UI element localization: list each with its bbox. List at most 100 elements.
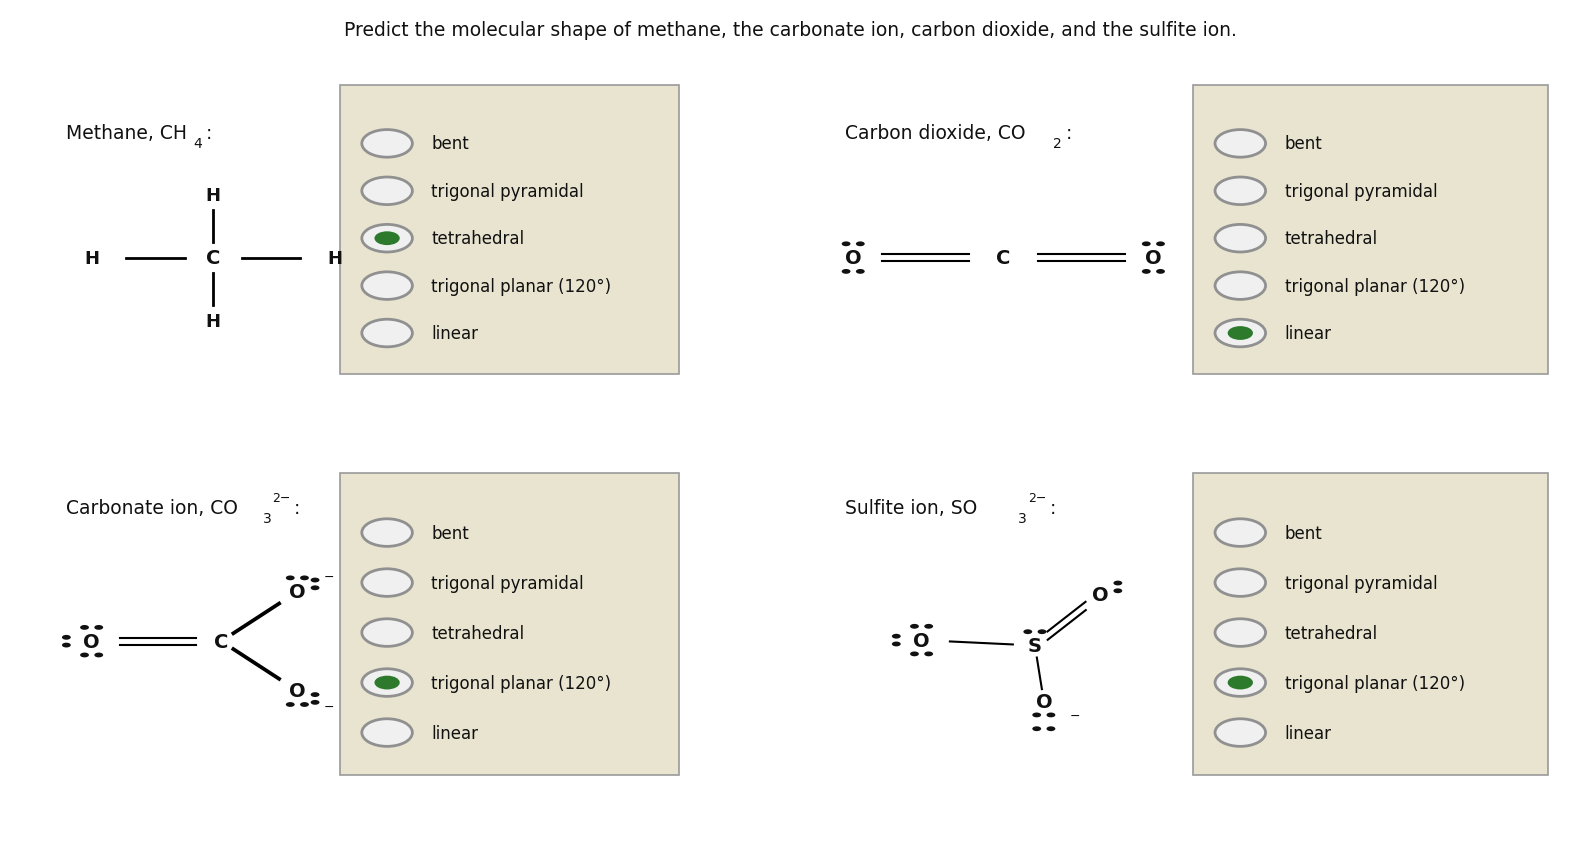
Text: −: − [324, 570, 335, 583]
Circle shape [1215, 519, 1266, 547]
Circle shape [842, 269, 850, 275]
Text: trigonal pyramidal: trigonal pyramidal [431, 183, 585, 201]
Circle shape [856, 242, 864, 247]
Text: linear: linear [431, 724, 479, 741]
Text: bent: bent [431, 135, 469, 153]
Circle shape [95, 653, 103, 658]
Circle shape [311, 578, 319, 583]
Circle shape [362, 519, 412, 547]
Circle shape [300, 703, 310, 707]
Circle shape [842, 242, 850, 247]
Text: trigonal pyramidal: trigonal pyramidal [1285, 183, 1438, 201]
Circle shape [910, 652, 920, 657]
Circle shape [362, 225, 412, 253]
Circle shape [1215, 225, 1266, 253]
Text: O: O [84, 632, 100, 651]
Text: H: H [327, 250, 343, 267]
Circle shape [1215, 273, 1266, 300]
Circle shape [891, 641, 901, 647]
Circle shape [891, 634, 901, 639]
Text: trigonal planar (120°): trigonal planar (120°) [431, 674, 611, 691]
Circle shape [362, 569, 412, 597]
Circle shape [1114, 581, 1122, 585]
Circle shape [1142, 269, 1150, 275]
Text: C: C [213, 632, 229, 651]
Text: tetrahedral: tetrahedral [431, 624, 525, 641]
Circle shape [1215, 569, 1266, 597]
Text: C: C [995, 249, 1011, 268]
Circle shape [1046, 727, 1055, 731]
Circle shape [81, 625, 88, 630]
Text: :: : [1051, 499, 1057, 517]
Circle shape [286, 576, 295, 580]
Circle shape [374, 232, 400, 246]
Text: O: O [845, 249, 861, 268]
Circle shape [62, 635, 71, 640]
Text: −: − [1070, 709, 1081, 722]
Text: S: S [1029, 636, 1041, 655]
Text: H: H [84, 250, 100, 267]
FancyBboxPatch shape [1193, 474, 1548, 775]
Text: −: − [324, 700, 335, 713]
Circle shape [95, 625, 103, 630]
Circle shape [374, 676, 400, 690]
Text: O: O [289, 681, 305, 700]
Text: H: H [205, 187, 221, 204]
Circle shape [362, 273, 412, 300]
FancyBboxPatch shape [340, 86, 679, 375]
Text: Carbonate ion, CO: Carbonate ion, CO [66, 499, 239, 517]
Circle shape [81, 653, 88, 658]
Text: 2−: 2− [272, 491, 291, 505]
Text: O: O [913, 631, 931, 650]
Circle shape [1142, 242, 1150, 247]
Circle shape [1024, 629, 1032, 635]
Text: bent: bent [431, 524, 469, 542]
Text: C: C [205, 249, 221, 268]
Circle shape [1215, 619, 1266, 647]
FancyBboxPatch shape [340, 474, 679, 775]
Circle shape [362, 319, 412, 348]
Text: bent: bent [1285, 524, 1322, 542]
Circle shape [910, 624, 920, 629]
Text: 3: 3 [1019, 511, 1027, 525]
Text: Methane, CH: Methane, CH [66, 124, 188, 143]
Circle shape [311, 585, 319, 591]
Circle shape [311, 700, 319, 705]
Text: linear: linear [431, 325, 479, 343]
Circle shape [1215, 719, 1266, 746]
Circle shape [1228, 327, 1253, 340]
Text: 3: 3 [262, 511, 272, 525]
Circle shape [362, 178, 412, 206]
Circle shape [1114, 589, 1122, 593]
Circle shape [1157, 242, 1164, 247]
Text: 2: 2 [1052, 137, 1062, 151]
Circle shape [1228, 676, 1253, 690]
FancyBboxPatch shape [1193, 86, 1548, 375]
Circle shape [924, 652, 934, 657]
Text: :: : [294, 499, 300, 517]
Text: Sulfite ion, SO: Sulfite ion, SO [845, 499, 978, 517]
Circle shape [362, 719, 412, 746]
Circle shape [300, 576, 310, 580]
Circle shape [362, 619, 412, 647]
Text: 2−: 2− [1029, 491, 1046, 505]
Text: trigonal planar (120°): trigonal planar (120°) [1285, 674, 1465, 691]
Circle shape [362, 669, 412, 697]
Text: tetrahedral: tetrahedral [1285, 624, 1378, 641]
Text: O: O [1146, 249, 1161, 268]
Text: bent: bent [1285, 135, 1322, 153]
Text: Carbon dioxide, CO: Carbon dioxide, CO [845, 124, 1025, 143]
Text: trigonal pyramidal: trigonal pyramidal [431, 574, 585, 592]
Text: H: H [205, 313, 221, 330]
Text: trigonal pyramidal: trigonal pyramidal [1285, 574, 1438, 592]
Circle shape [856, 269, 864, 275]
Circle shape [1038, 629, 1046, 635]
Circle shape [311, 692, 319, 697]
Text: O: O [1092, 585, 1109, 604]
Circle shape [62, 643, 71, 647]
Circle shape [286, 703, 295, 707]
Text: tetrahedral: tetrahedral [1285, 230, 1378, 248]
Text: 4: 4 [193, 137, 202, 151]
Text: Predict the molecular shape of methane, the carbonate ion, carbon dioxide, and t: Predict the molecular shape of methane, … [343, 21, 1237, 40]
Circle shape [1046, 713, 1055, 717]
